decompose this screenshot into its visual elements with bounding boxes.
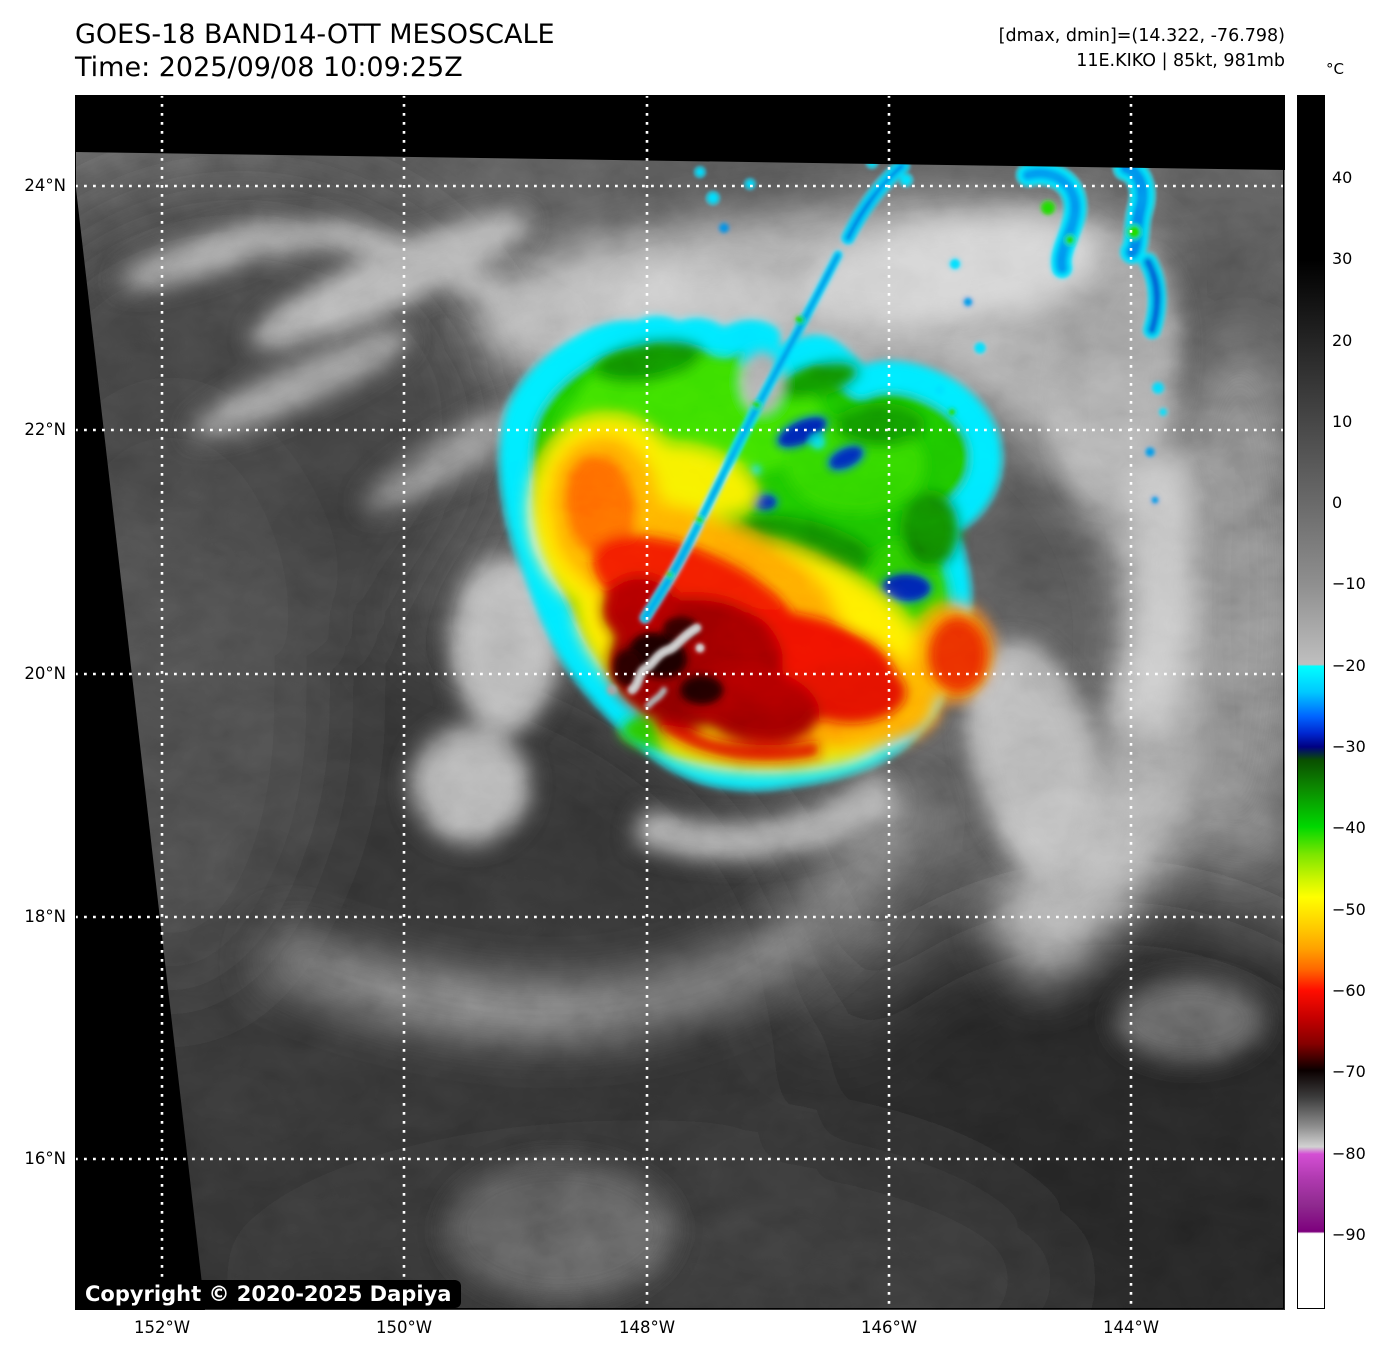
colorbar-tick-m50: −50 — [1332, 900, 1366, 919]
header-left: GOES-18 BAND14-OTT MESOSCALE Time: 2025/… — [75, 18, 555, 84]
copyright-label: Copyright © 2020-2025 Dapiya — [75, 1280, 462, 1308]
data-region — [75, 152, 1285, 1310]
lat-label-22N: 22°N — [24, 420, 66, 439]
colorbar-tick-m40: −40 — [1332, 818, 1366, 837]
colorbar-tick-m10: −10 — [1332, 574, 1366, 593]
lon-label-144W: 144°W — [1102, 1318, 1160, 1337]
colorbar-tick-40: 40 — [1332, 168, 1353, 187]
colorbar-tick-m70: −70 — [1332, 1062, 1366, 1081]
lat-label-18N: 18°N — [24, 907, 66, 926]
colorbar-tick-30: 30 — [1332, 249, 1353, 268]
satellite-scene — [75, 95, 1285, 1310]
satellite-image — [75, 95, 1285, 1310]
lon-label-146W: 146°W — [860, 1318, 918, 1337]
lon-label-152W: 152°W — [133, 1318, 191, 1337]
timestamp: Time: 2025/09/08 10:09:25Z — [75, 52, 463, 83]
lat-label-24N: 24°N — [24, 176, 66, 195]
header-right: [dmax, dmin]=(14.322, -76.798) 11E.KIKO … — [999, 24, 1285, 74]
page-title: GOES-18 BAND14-OTT MESOSCALE — [75, 19, 555, 50]
lon-label-150W: 150°W — [375, 1318, 433, 1337]
graticule — [75, 95, 1285, 1310]
colorbar — [1297, 95, 1325, 1309]
colorbar-tick-m20: −20 — [1332, 656, 1366, 675]
colorbar-tick-m30: −30 — [1332, 737, 1366, 756]
colorbar-tick-20: 20 — [1332, 331, 1353, 350]
lon-label-148W: 148°W — [618, 1318, 676, 1337]
lat-label-16N: 16°N — [24, 1149, 66, 1168]
colorbar-tick-m60: −60 — [1332, 981, 1366, 1000]
colorbar-tick-m80: −80 — [1332, 1144, 1366, 1163]
noise-fine — [75, 152, 1285, 1310]
storm-info: 11E.KIKO | 85kt, 981mb — [1076, 51, 1285, 71]
dmax-dmin-readout: [dmax, dmin]=(14.322, -76.798) — [998, 26, 1285, 46]
colorbar-tick-10: 10 — [1332, 412, 1353, 431]
colorbar-unit-label: °C — [1326, 60, 1344, 78]
colorbar-tick-m90: −90 — [1332, 1225, 1366, 1244]
colorbar-tick-0: 0 — [1332, 493, 1343, 512]
lat-label-20N: 20°N — [24, 664, 66, 683]
